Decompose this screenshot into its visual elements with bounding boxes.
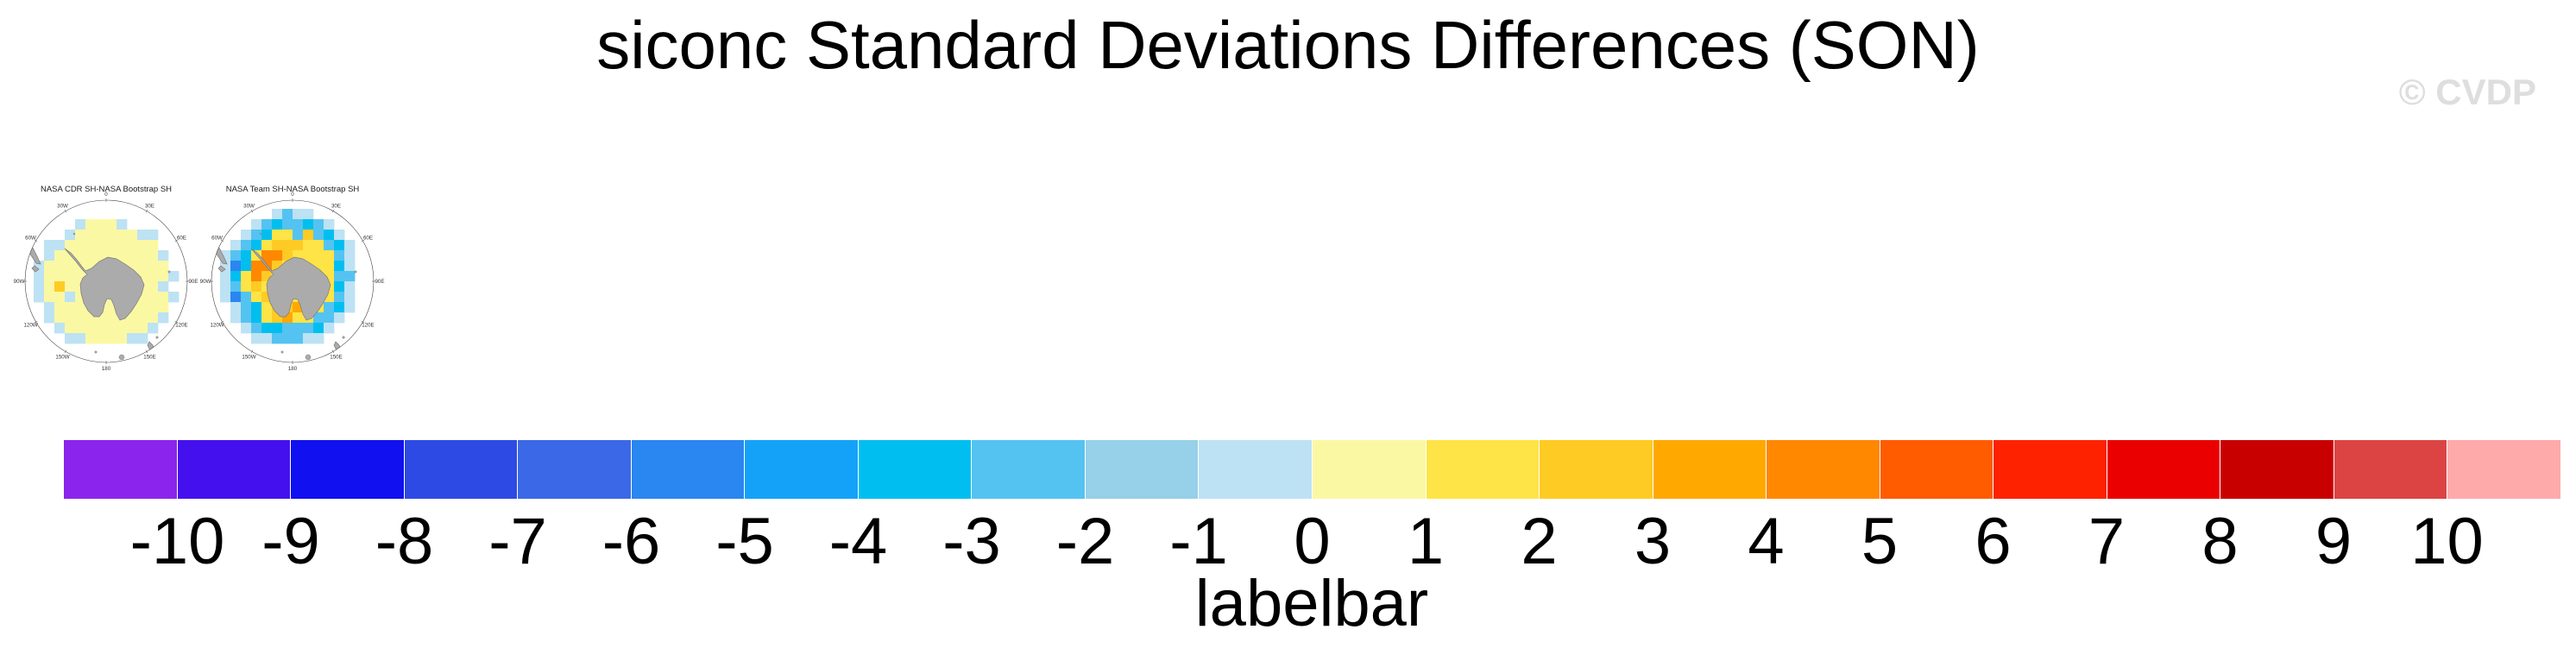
longitude-label: 0 bbox=[104, 192, 108, 198]
land-antarctica bbox=[31, 265, 40, 273]
map-nasa-cdr: NASA CDR SH-NASA Bootstrap SH0 30E 60E 90E 1… bbox=[14, 185, 198, 372]
longitude-label: 120E bbox=[175, 323, 187, 329]
labelbar-tick: -7 bbox=[488, 505, 547, 578]
labelbar-color-box bbox=[1880, 440, 1993, 499]
labelbar-tick: -3 bbox=[942, 505, 1001, 578]
land-antarctica bbox=[333, 341, 343, 356]
longitude-label: 150W bbox=[242, 354, 255, 360]
longitude-label: 30E bbox=[145, 204, 154, 210]
longitude-label: 150E bbox=[330, 354, 342, 360]
page-title: siconc Standard Deviations Differences (… bbox=[596, 7, 1980, 83]
labelbar-color-box bbox=[631, 440, 745, 499]
labelbar-tick: 7 bbox=[2088, 505, 2126, 578]
labelbar-color-box bbox=[2334, 440, 2447, 499]
labelbar bbox=[64, 440, 2561, 499]
labelbar-tick: -4 bbox=[828, 505, 888, 578]
longitude-label: 30E bbox=[331, 204, 341, 210]
cvdp-watermark: © CVDP bbox=[2398, 72, 2536, 112]
labelbar-color-box bbox=[1993, 440, 2107, 499]
land-antarctica bbox=[250, 248, 331, 321]
longitude-label: 180 bbox=[288, 366, 298, 372]
longitude-label: 60W bbox=[211, 236, 223, 242]
labelbar-title: labelbar bbox=[1194, 567, 1429, 640]
labelbar-tick: 10 bbox=[2410, 505, 2484, 578]
land-antarctica bbox=[147, 341, 156, 356]
land-antarctica bbox=[64, 248, 145, 321]
land-antarctica bbox=[217, 265, 226, 273]
labelbar-tick: 4 bbox=[1748, 505, 1785, 578]
labelbar-color-box bbox=[1540, 440, 1653, 499]
labelbar-color-box bbox=[1085, 440, 1199, 499]
longitude-label: 90W bbox=[14, 279, 25, 285]
labelbar-color-box bbox=[1313, 440, 1426, 499]
labelbar-tick: -9 bbox=[261, 505, 320, 578]
labelbar-color-box bbox=[2447, 440, 2561, 499]
longitude-label: 90E bbox=[188, 279, 198, 285]
labelbar-color-box bbox=[745, 440, 858, 499]
labelbar-tick: 3 bbox=[1634, 505, 1672, 578]
labelbar-color-box bbox=[858, 440, 972, 499]
labelbar-color-box bbox=[2107, 440, 2220, 499]
labelbar-color-box bbox=[1199, 440, 1313, 499]
labelbar-color-box bbox=[972, 440, 1085, 499]
longitude-label: 90W bbox=[200, 279, 211, 285]
labelbar-tick: -1 bbox=[1169, 505, 1228, 578]
labelbar-color-box bbox=[1767, 440, 1880, 499]
labelbar-tick: 0 bbox=[1294, 505, 1331, 578]
map-cells bbox=[25, 219, 180, 361]
labelbar-tick: -2 bbox=[1055, 505, 1115, 578]
labelbar-tick: 2 bbox=[1521, 505, 1558, 578]
longitude-label: 150E bbox=[143, 354, 155, 360]
labelbar-color-box bbox=[1426, 440, 1540, 499]
labelbar-tick: -8 bbox=[375, 505, 434, 578]
labelbar-color-box bbox=[177, 440, 291, 499]
labelbar-tick: -5 bbox=[715, 505, 774, 578]
map-panel-title: NASA CDR SH-NASA Bootstrap SH bbox=[41, 185, 172, 194]
labelbar-color-box bbox=[404, 440, 518, 499]
labelbar-color-box bbox=[1653, 440, 1767, 499]
map-panel-title: NASA Team SH-NASA Bootstrap SH bbox=[226, 185, 360, 194]
longitude-label: 150W bbox=[55, 354, 69, 360]
labelbar-tick: 5 bbox=[1861, 505, 1899, 578]
map-nasa-team: NASA Team SH-NASA Bootstrap SH0 30E 60E 90E… bbox=[200, 185, 385, 372]
longitude-label: 90E bbox=[375, 279, 384, 285]
longitude-label: 120W bbox=[210, 323, 224, 329]
labelbar-color-box bbox=[291, 440, 404, 499]
longitude-label: 60W bbox=[25, 236, 36, 242]
labelbar-tick: 9 bbox=[2315, 505, 2352, 578]
labelbar-color-box bbox=[2220, 440, 2334, 499]
labelbar-tick: -10 bbox=[129, 505, 225, 578]
longitude-label: 180 bbox=[102, 366, 111, 372]
longitude-label: 30W bbox=[57, 204, 68, 210]
longitude-label: 30W bbox=[243, 204, 255, 210]
longitude-label: 120W bbox=[23, 323, 37, 329]
labelbar-tick: 1 bbox=[1407, 505, 1445, 578]
labelbar-tick: 8 bbox=[2201, 505, 2239, 578]
labelbar-tick: 6 bbox=[1975, 505, 2012, 578]
labelbar-color-box bbox=[64, 440, 177, 499]
labelbar-color-box bbox=[518, 440, 631, 499]
map-cells bbox=[211, 209, 357, 361]
longitude-label: 60E bbox=[363, 236, 373, 242]
longitude-label: 0 bbox=[291, 192, 294, 198]
labelbar-tick: -6 bbox=[601, 505, 661, 578]
longitude-label: 120E bbox=[362, 323, 374, 329]
longitude-label: 60E bbox=[177, 236, 186, 242]
